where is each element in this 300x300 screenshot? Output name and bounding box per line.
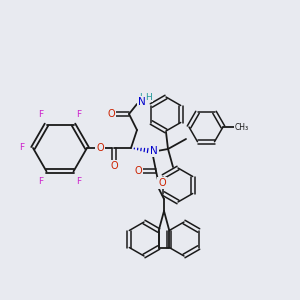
Text: N: N xyxy=(150,146,158,156)
Text: H: H xyxy=(146,92,152,101)
Text: F: F xyxy=(19,143,24,152)
Text: CH₃: CH₃ xyxy=(235,122,249,131)
Text: F: F xyxy=(76,110,82,119)
Text: O: O xyxy=(107,109,115,119)
Text: F: F xyxy=(76,177,82,186)
Text: H: H xyxy=(139,92,145,101)
Text: F: F xyxy=(38,110,43,119)
Text: O: O xyxy=(110,161,118,171)
Text: F: F xyxy=(38,177,43,186)
Text: O: O xyxy=(134,166,142,176)
Text: O: O xyxy=(96,143,104,153)
Text: O: O xyxy=(158,178,166,188)
Text: N: N xyxy=(138,97,146,107)
